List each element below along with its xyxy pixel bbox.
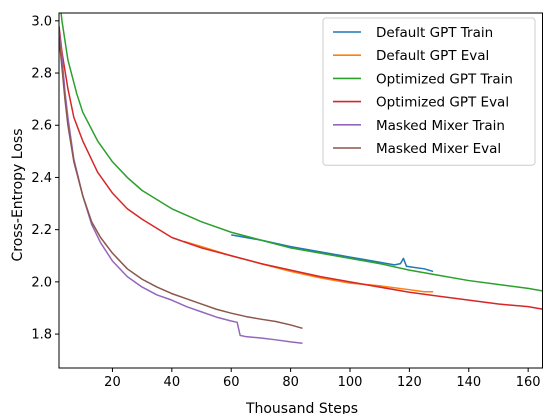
series-line-optimized-gpt-eval bbox=[59, 25, 543, 311]
y-tick-label: 2.6 bbox=[31, 119, 52, 134]
series-lines bbox=[59, 13, 543, 344]
legend-label-default-gpt-train: Default GPT Train bbox=[376, 25, 493, 41]
x-tick-label: 80 bbox=[282, 375, 299, 390]
legend-label-masked-mixer-eval: Masked Mixer Eval bbox=[376, 141, 501, 157]
x-tick-label: 60 bbox=[223, 375, 240, 390]
y-tick-label: 3.0 bbox=[31, 14, 52, 29]
x-tick-label: 120 bbox=[397, 375, 422, 390]
series-line-optimized-gpt-train bbox=[60, 13, 543, 292]
y-axis-label: Cross-Entropy Loss bbox=[10, 129, 26, 262]
x-axis-ticks: 20 40 60 80 100 120 140 160 bbox=[104, 368, 541, 390]
legend-label-optimized-gpt-train: Optimized GPT Train bbox=[376, 71, 513, 87]
y-tick-label: 2.0 bbox=[31, 275, 52, 290]
series-line-default-gpt-train bbox=[231, 234, 434, 273]
legend: Default GPT Train Default GPT Eval Optimiz… bbox=[322, 17, 536, 166]
legend-label-masked-mixer-train: Masked Mixer Train bbox=[376, 118, 505, 134]
x-tick-label: 20 bbox=[104, 375, 121, 390]
legend-box bbox=[322, 17, 536, 166]
x-axis-label: Thousand Steps bbox=[245, 401, 358, 414]
y-tick-label: 2.8 bbox=[31, 67, 52, 82]
y-tick-label: 2.4 bbox=[31, 171, 52, 186]
plot-area bbox=[58, 12, 543, 369]
x-tick-label: 160 bbox=[516, 375, 541, 390]
y-tick-label: 1.8 bbox=[31, 328, 52, 343]
y-axis-ticks: 1.8 2.0 2.2 2.4 2.6 2.8 3.0 bbox=[31, 14, 59, 343]
x-tick-label: 140 bbox=[456, 375, 481, 390]
legend-label-default-gpt-eval: Default GPT Eval bbox=[376, 48, 489, 64]
x-tick-label: 100 bbox=[338, 375, 363, 390]
y-tick-label: 2.2 bbox=[31, 223, 52, 238]
series-line-masked-mixer-eval bbox=[59, 36, 303, 330]
x-tick-label: 40 bbox=[164, 375, 181, 390]
legend-label-optimized-gpt-eval: Optimized GPT Eval bbox=[376, 95, 509, 111]
